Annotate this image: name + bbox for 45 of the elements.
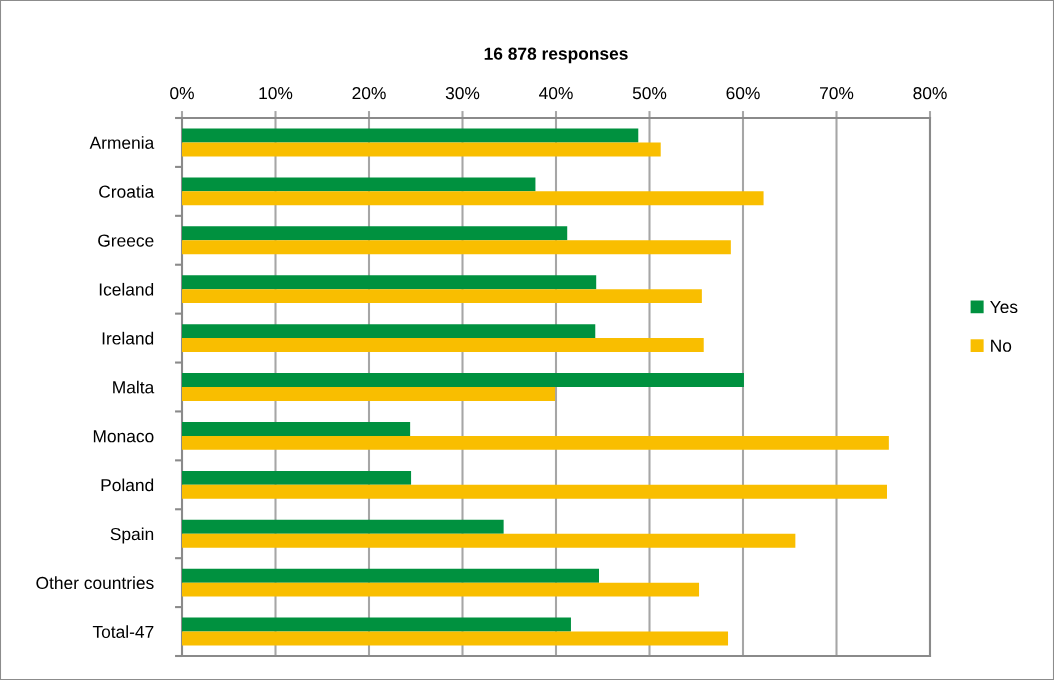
- bar: [182, 373, 744, 387]
- bar: [182, 533, 796, 548]
- x-tick-label: 0%: [170, 87, 194, 100]
- bar: [182, 568, 600, 583]
- y-tick-label: Iceland: [99, 282, 154, 296]
- y-tick-label: Monaco: [93, 430, 154, 443]
- bar: [182, 289, 702, 304]
- y-tick-label: Armenia: [89, 136, 155, 149]
- bar: [182, 617, 571, 632]
- bar: [182, 519, 504, 534]
- x-tick-label: 30%: [445, 87, 480, 100]
- y-tick-label: Greece: [98, 234, 154, 247]
- bar: [182, 435, 889, 450]
- bar: [182, 631, 729, 646]
- bar: [182, 226, 568, 241]
- bar: [182, 324, 596, 339]
- x-tick-label: 60%: [726, 87, 760, 100]
- y-tick-label: Other countries: [36, 576, 154, 590]
- bar: [182, 142, 661, 157]
- y-tick-label: Malta: [113, 380, 155, 394]
- bar: [182, 240, 731, 255]
- x-tick-label: 70%: [820, 87, 854, 100]
- x-tick-label: 50%: [632, 87, 667, 100]
- bar: [182, 191, 764, 206]
- y-tick-label: Croatia: [99, 185, 155, 198]
- legend-label: Yes: [990, 300, 1018, 314]
- legend-label: No: [991, 339, 1012, 352]
- y-tick-label: Poland: [101, 478, 154, 492]
- bar: [182, 128, 639, 143]
- chart-title: 16 878 responses: [484, 47, 628, 64]
- bar: [182, 470, 412, 485]
- x-tick-label: 20%: [352, 87, 386, 100]
- y-tick-label: Total-47: [92, 625, 154, 639]
- x-tick-label: 40%: [539, 87, 573, 100]
- y-tick-label: Spain: [110, 527, 154, 544]
- x-tick-label: 80%: [913, 87, 947, 100]
- bar: [182, 484, 887, 499]
- bar: [182, 421, 411, 436]
- x-tick-label: 10%: [259, 87, 293, 100]
- bar: [182, 275, 597, 290]
- bar: [182, 177, 536, 192]
- y-tick-label: Ireland: [102, 331, 154, 345]
- bar: [182, 582, 700, 597]
- bar: [182, 387, 556, 401]
- bar: [182, 338, 704, 353]
